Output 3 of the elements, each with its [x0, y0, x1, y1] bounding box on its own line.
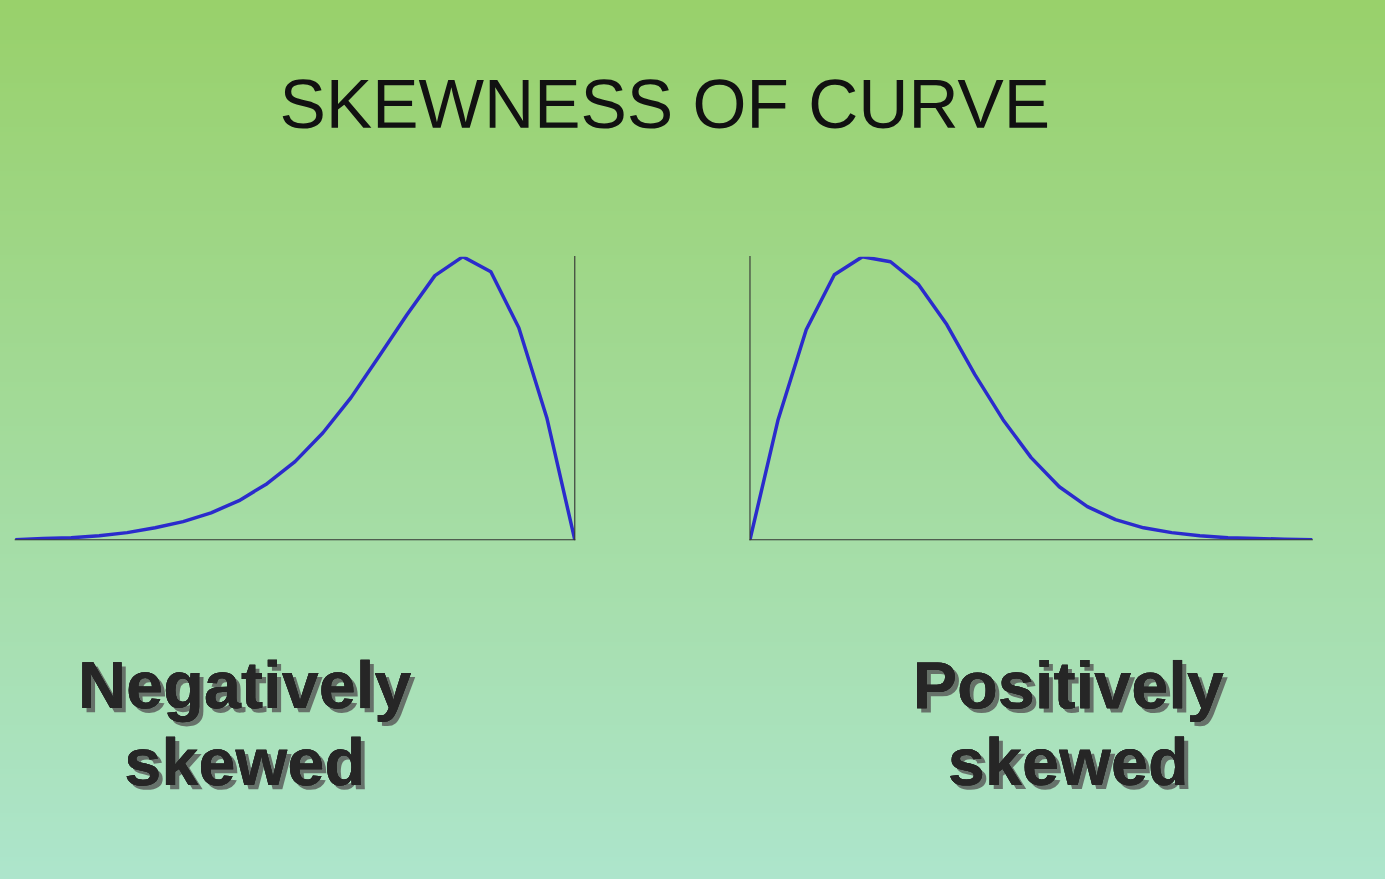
x-axis-title: Positively skewed	[917, 659, 1228, 790]
chart-title: SKEWNESS OF CURVE	[282, 79, 1048, 129]
x-axis-title: Negatively skewed	[82, 659, 416, 790]
